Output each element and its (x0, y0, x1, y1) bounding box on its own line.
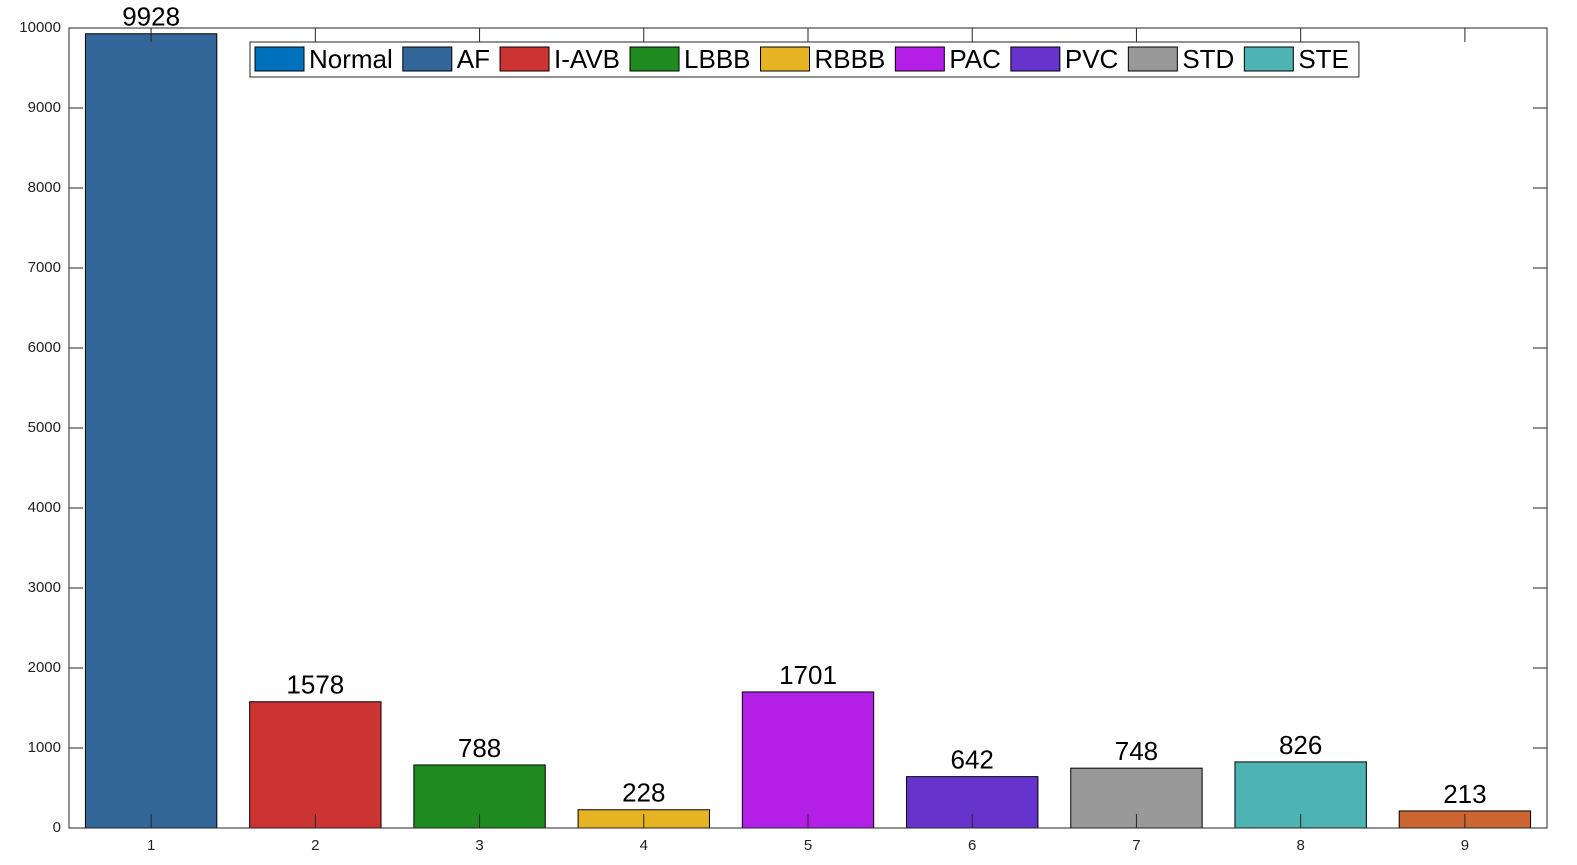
y-tick-label: 1000 (28, 739, 61, 756)
y-tick-label: 0 (53, 819, 61, 836)
legend-swatch (760, 46, 811, 72)
y-tick-label: 9000 (28, 99, 61, 116)
y-tick-label: 6000 (28, 339, 61, 356)
legend-swatch (1010, 46, 1061, 72)
x-tick-label: 7 (1132, 837, 1140, 854)
x-tick-label: 8 (1296, 837, 1304, 854)
value-label: 1578 (286, 670, 344, 700)
bar (741, 691, 875, 829)
legend-label: STD (1182, 44, 1234, 74)
legend-label: PAC (949, 44, 1001, 74)
legend-swatch (254, 46, 305, 72)
legend-swatch (402, 46, 453, 72)
y-tick-label: 3000 (28, 579, 61, 596)
legend-swatch (894, 46, 945, 72)
y-tick-label: 8000 (28, 179, 61, 196)
legend-swatch (499, 46, 550, 72)
y-tick-label: 7000 (28, 259, 61, 276)
legend-swatch (1243, 46, 1294, 72)
value-label: 1701 (779, 660, 837, 690)
bar (84, 33, 218, 829)
value-label: 748 (1115, 736, 1158, 766)
y-tick-label: 2000 (28, 659, 61, 676)
legend-label: I-AVB (554, 44, 620, 74)
x-tick-label: 4 (640, 837, 648, 854)
x-tick-label: 3 (475, 837, 483, 854)
legend: Normal AF I-AVB LBBB RBBB PAC PVC STD STE (249, 41, 1360, 78)
x-tick-label: 9 (1461, 837, 1469, 854)
legend-swatch (629, 46, 680, 72)
legend-label: LBBB (684, 44, 751, 74)
x-tick-label: 2 (311, 837, 319, 854)
legend-label: PVC (1065, 44, 1118, 74)
x-tick-label: 6 (968, 837, 976, 854)
value-label: 228 (622, 778, 665, 808)
legend-label: RBBB (815, 44, 886, 74)
x-tick-label: 1 (147, 837, 155, 854)
y-tick-label: 10000 (19, 19, 61, 36)
legend-label: STE (1298, 44, 1349, 74)
value-label: 213 (1443, 779, 1486, 809)
y-tick-label: 5000 (28, 419, 61, 436)
x-tick-label: 5 (804, 837, 812, 854)
value-label: 9928 (122, 2, 180, 32)
bar (249, 701, 382, 829)
legend-label: AF (457, 44, 490, 74)
legend-swatch (1127, 46, 1178, 72)
y-tick-label: 4000 (28, 499, 61, 516)
value-label: 788 (458, 733, 501, 763)
value-label: 642 (951, 745, 994, 775)
value-label: 826 (1279, 730, 1322, 760)
legend-label: Normal (309, 44, 393, 74)
